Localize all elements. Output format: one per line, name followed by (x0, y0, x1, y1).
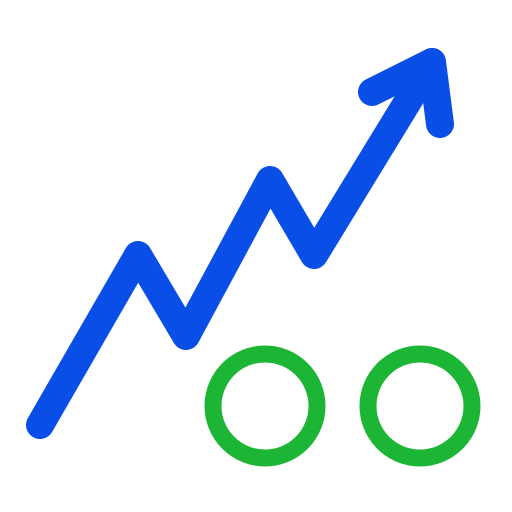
circle-outline-icon (204, 345, 326, 467)
rising-zigzag-arrow-icon (26, 48, 454, 439)
arrow-head (358, 48, 454, 138)
circle-outline-icon (359, 345, 481, 467)
trend-line (26, 48, 446, 439)
